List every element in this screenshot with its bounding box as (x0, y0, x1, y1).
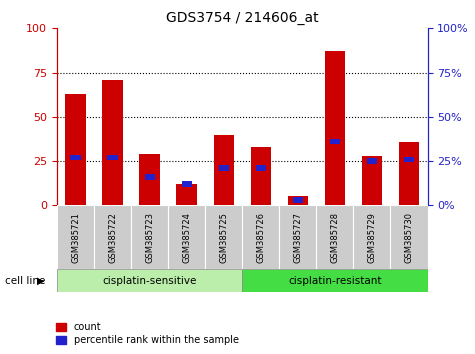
Bar (103, 80, 123, 205)
Text: GSM385724: GSM385724 (182, 212, 191, 263)
Bar (181, 181, 192, 187)
Bar (140, 154, 160, 205)
Text: GSM385721: GSM385721 (71, 212, 80, 263)
Bar (242, 205, 279, 269)
Bar (70, 155, 81, 160)
Text: cisplatin-sensitive: cisplatin-sensitive (103, 275, 197, 286)
Bar (168, 205, 205, 269)
Bar (256, 166, 266, 171)
Bar (131, 205, 168, 269)
Bar (330, 139, 340, 144)
Bar (399, 142, 419, 205)
Bar (66, 94, 86, 205)
Bar (251, 147, 271, 205)
Text: GSM385726: GSM385726 (256, 212, 265, 263)
Bar (293, 198, 303, 202)
Text: GSM385727: GSM385727 (294, 212, 302, 263)
Bar (205, 205, 242, 269)
Bar (144, 175, 155, 180)
Text: cisplatin-resistant: cisplatin-resistant (288, 275, 381, 286)
Bar (362, 156, 382, 205)
Bar (107, 155, 118, 160)
Bar (279, 205, 316, 269)
Legend: count, percentile rank within the sample: count, percentile rank within the sample (52, 319, 243, 349)
Text: GSM385723: GSM385723 (145, 212, 154, 263)
Bar (94, 205, 131, 269)
Bar (404, 156, 414, 162)
Bar (177, 184, 197, 205)
Text: GSM385725: GSM385725 (219, 212, 228, 263)
Bar (325, 51, 345, 205)
Bar (390, 205, 428, 269)
Bar (353, 205, 390, 269)
Text: ▶: ▶ (37, 275, 44, 286)
Bar (57, 269, 242, 292)
Bar (367, 159, 377, 164)
Bar (57, 205, 94, 269)
Bar (316, 205, 353, 269)
Text: GSM385729: GSM385729 (368, 212, 376, 263)
Bar (242, 269, 428, 292)
Text: GSM385730: GSM385730 (405, 212, 413, 263)
Bar (214, 135, 234, 205)
Bar (218, 166, 229, 171)
Text: GSM385722: GSM385722 (108, 212, 117, 263)
Text: GSM385728: GSM385728 (331, 212, 339, 263)
Bar (288, 196, 308, 205)
Text: cell line: cell line (5, 275, 45, 286)
Title: GDS3754 / 214606_at: GDS3754 / 214606_at (166, 11, 319, 24)
